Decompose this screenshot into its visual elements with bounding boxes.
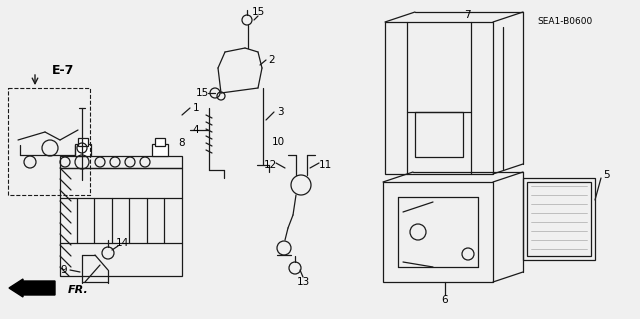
Bar [523,178,595,260]
Text: 15: 15 [195,88,209,98]
Bar [8,88,90,195]
Bar [152,144,168,156]
Bar [60,168,182,276]
Text: 8: 8 [179,138,186,148]
Text: 3: 3 [276,107,284,117]
Text: 11: 11 [318,160,332,170]
Text: 15: 15 [252,7,264,17]
Text: 4: 4 [193,125,199,135]
Bar [415,112,463,157]
Bar [383,182,493,282]
Bar [75,144,91,156]
FancyArrow shape [9,279,55,297]
Text: 13: 13 [296,277,310,287]
Text: 5: 5 [603,170,609,180]
Bar [527,182,591,256]
Text: 9: 9 [61,265,67,275]
Text: 12: 12 [264,160,276,170]
Text: E-7: E-7 [52,63,74,77]
Text: 1: 1 [193,103,199,113]
Text: FR.: FR. [68,285,89,295]
Bar [155,138,165,146]
Text: 2: 2 [269,55,275,65]
Text: 6: 6 [442,295,448,305]
Text: 7: 7 [464,10,470,20]
Bar [385,22,493,174]
Text: 14: 14 [115,238,129,248]
Text: SEA1-B0600: SEA1-B0600 [538,18,593,26]
Bar [78,138,88,146]
Bar [60,156,182,168]
Text: 10: 10 [271,137,285,147]
